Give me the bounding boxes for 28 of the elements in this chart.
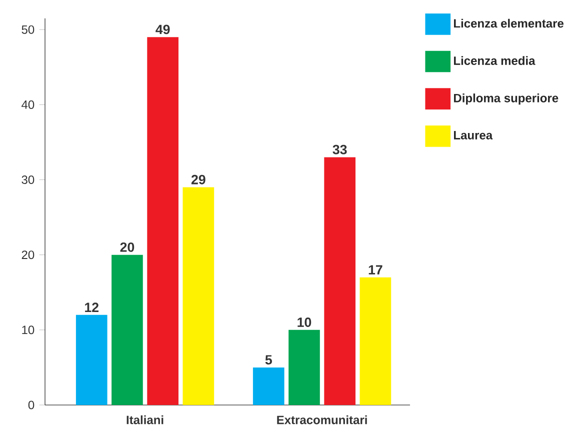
legend-label: Licenza elementare <box>454 18 564 28</box>
y-tick-label: 50 <box>22 25 34 34</box>
data-label: 12 <box>85 302 98 312</box>
bar <box>112 254 143 405</box>
legend-label: Licenza media <box>454 56 536 65</box>
bar <box>182 187 214 405</box>
bar <box>147 37 178 405</box>
y-tick-label: 20 <box>22 250 34 260</box>
bar <box>324 157 356 405</box>
data-label: 10 <box>298 318 312 327</box>
y-tick-label: 30 <box>22 175 34 184</box>
data-label: 20 <box>120 242 134 252</box>
y-tick-label: 40 <box>22 100 34 109</box>
data-label: 5 <box>265 355 272 365</box>
x-tick-label: Italiani <box>126 415 164 424</box>
bar <box>360 277 392 405</box>
bar <box>252 367 284 405</box>
legend-label: Laurea <box>454 131 493 140</box>
data-label: 17 <box>368 265 382 274</box>
data-label: 49 <box>156 24 170 34</box>
y-tick-label: 0 <box>28 400 34 410</box>
bar <box>76 314 108 405</box>
x-tick-label: Extracomunitari <box>277 415 367 424</box>
data-label: 33 <box>332 144 347 154</box>
legend-label: Diploma superiore <box>454 94 558 105</box>
y-tick-label: 10 <box>22 326 34 334</box>
bar <box>288 330 320 405</box>
data-label: 29 <box>191 174 206 184</box>
